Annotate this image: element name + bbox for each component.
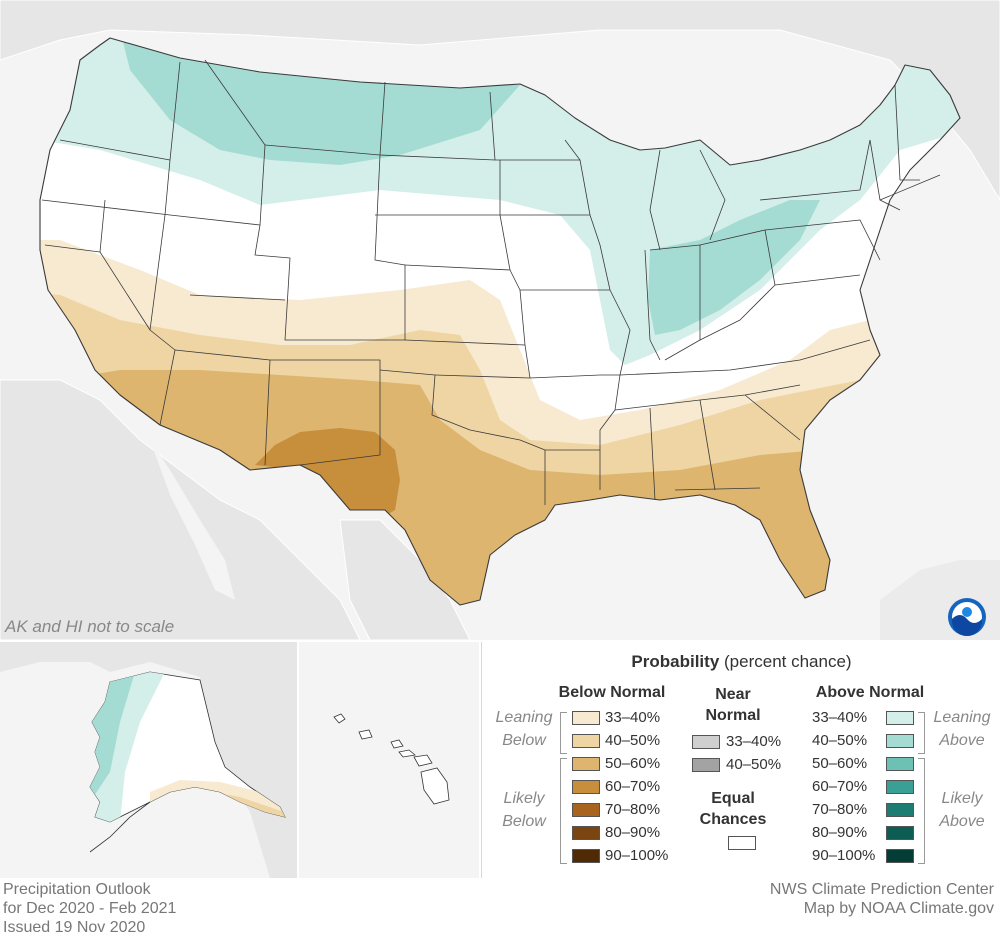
near-swatch-1 [692,758,720,772]
scale-note: AK and HI not to scale [4,617,174,636]
legend-panel: Probability (percent chance) Below Norma… [481,642,1000,878]
credit-line-1: NWS Climate Prediction Center [769,881,994,898]
below-swatch-6 [572,849,600,863]
above-swatch-2 [886,757,914,771]
below-swatch-3 [572,780,600,794]
below-label-3: 60–70% [605,778,661,795]
above-swatch-3 [886,780,914,794]
below-swatch-0 [572,711,600,725]
legend-title: Probability (percent chance) [482,652,1000,672]
near-label-0: 33–40% [726,733,782,750]
below-swatch-2 [572,757,600,771]
legend-title-rest: (percent chance) [719,652,852,671]
below-normal-header: Below Normal [558,684,666,701]
hawaii-inset-map [299,642,479,878]
above-swatch-0 [886,711,914,725]
above-swatch-1 [886,734,914,748]
alaska-inset-map [0,642,297,878]
equal-chances-header: Equal Chances [699,790,767,828]
above-label-3: 60–70% [812,778,868,795]
near-normal-header: Near Normal [705,686,761,724]
leaning-below-bracket [560,712,567,754]
below-label-6: 90–100% [605,847,669,864]
below-label-2: 50–60% [605,755,661,772]
caption-line-3: Issued 19 Nov 2020 [3,919,146,936]
leaning-above-bracket [918,712,925,754]
equal-chances-swatch [728,836,756,850]
below-swatch-4 [572,803,600,817]
below-swatch-5 [572,826,600,840]
likely-below-label: Likely Below [502,790,546,830]
above-normal-header: Above Normal [815,684,925,701]
conus-map: AK and HI not to scale [0,0,1000,640]
above-label-0: 33–40% [812,709,868,726]
above-swatch-5 [886,826,914,840]
likely-above-label: Likely Above [939,790,985,830]
noaa-logo [948,598,986,636]
credits: NWS Climate Prediction Center Map by NOA… [770,880,994,918]
above-swatch-6 [886,849,914,863]
above-swatch-4 [886,803,914,817]
leaning-below-label: Leaning Below [495,709,553,749]
below-label-5: 80–90% [605,824,661,841]
near-label-1: 40–50% [726,756,782,773]
near-swatch-0 [692,735,720,749]
above-label-1: 40–50% [812,732,868,749]
credit-line-2: Map by NOAA Climate.gov [803,900,994,917]
outlook-caption: Precipitation Outlook for Dec 2020 - Feb… [3,880,176,937]
below-label-1: 40–50% [605,732,661,749]
below-label-0: 33–40% [605,709,661,726]
below-swatch-1 [572,734,600,748]
above-label-2: 50–60% [812,755,868,772]
below-label-4: 70–80% [605,801,661,818]
likely-above-bracket [918,758,925,864]
legend-title-bold: Probability [631,652,720,671]
caption-line-1: Precipitation Outlook [3,881,151,898]
caption-line-2: for Dec 2020 - Feb 2021 [3,900,177,917]
above-label-5: 80–90% [812,824,868,841]
above-label-6: 90–100% [812,847,876,864]
leaning-above-label: Leaning Above [933,709,991,749]
likely-below-bracket [560,758,567,864]
above-label-4: 70–80% [812,801,868,818]
